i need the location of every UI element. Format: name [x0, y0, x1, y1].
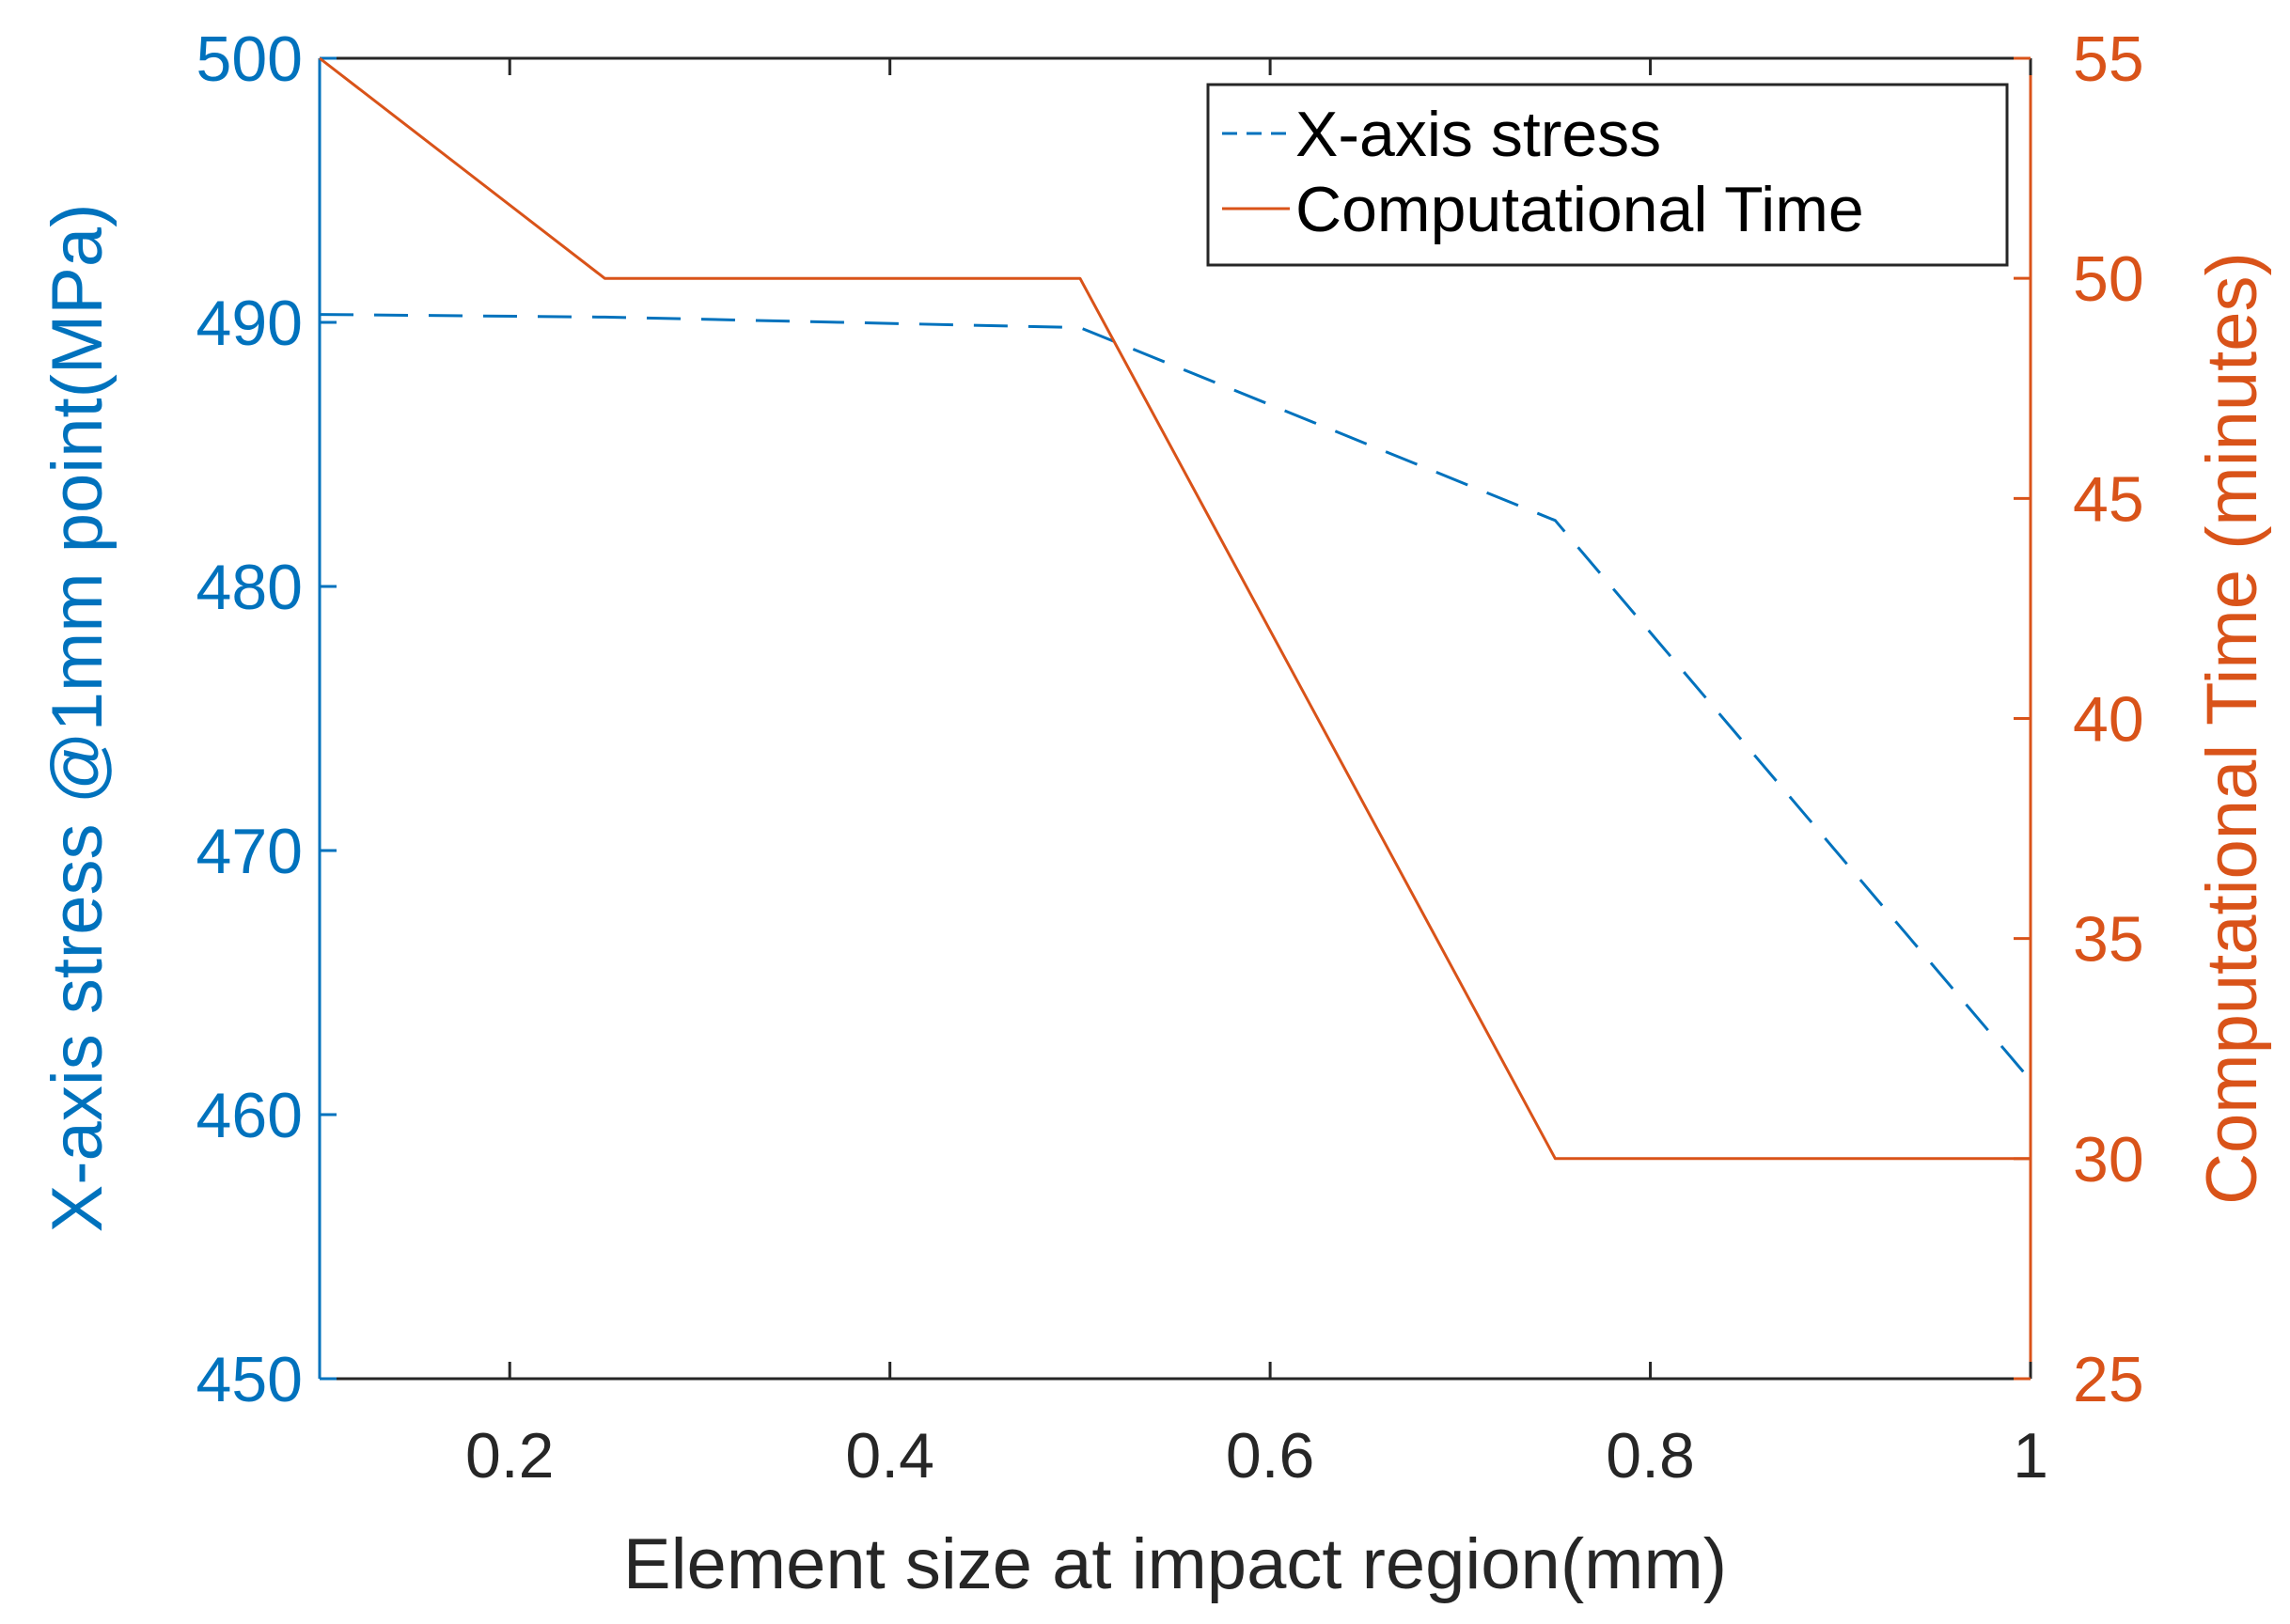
x-tick-label: 0.6 — [1226, 1420, 1315, 1491]
left-y-tick-label: 470 — [196, 816, 303, 887]
left-y-tick-label: 480 — [196, 552, 303, 623]
right-y-tick-label: 40 — [2073, 684, 2144, 756]
legend-time-label: Computational Time — [1295, 174, 1864, 245]
right-y-tick-label: 25 — [2073, 1344, 2144, 1415]
left-y-tick-label: 450 — [196, 1344, 303, 1415]
left-y-tick-label: 460 — [196, 1080, 303, 1151]
computational-time-line — [319, 56, 2031, 1161]
legend: X-axis stress Computational Time — [1206, 83, 2009, 267]
x-tick-label: 1 — [2013, 1420, 2048, 1491]
x-axis-title: Element size at impact region(mm) — [623, 1524, 1727, 1604]
legend-box — [1206, 83, 2009, 267]
x-tick-label: 0.2 — [465, 1420, 555, 1491]
left-y-axis-title: X-axis stress @1mm point(MPa) — [38, 204, 118, 1233]
right-y-tick-label: 45 — [2073, 463, 2144, 535]
ticks-layer: 0.2 0.4 0.6 0.8 1 450 460 470 480 490 500 25 30 35 40 4… — [196, 23, 2144, 1491]
series-layer — [319, 56, 2032, 1161]
legend-stress-label: X-axis stress — [1295, 99, 1661, 170]
x-axis-stress-line — [319, 313, 2032, 1082]
right-y-tick-label: 30 — [2073, 1124, 2144, 1195]
right-y-axis-title: Computational Time (minutes) — [2192, 252, 2272, 1205]
right-y-tick-label: 50 — [2073, 243, 2144, 315]
left-y-tick-label: 490 — [196, 288, 303, 359]
x-tick-label: 0.8 — [1606, 1420, 1695, 1491]
left-y-tick-label: 500 — [196, 23, 303, 95]
right-y-tick-label: 55 — [2073, 23, 2144, 95]
x-tick-label: 0.4 — [845, 1420, 934, 1491]
right-y-tick-label: 35 — [2073, 904, 2144, 976]
